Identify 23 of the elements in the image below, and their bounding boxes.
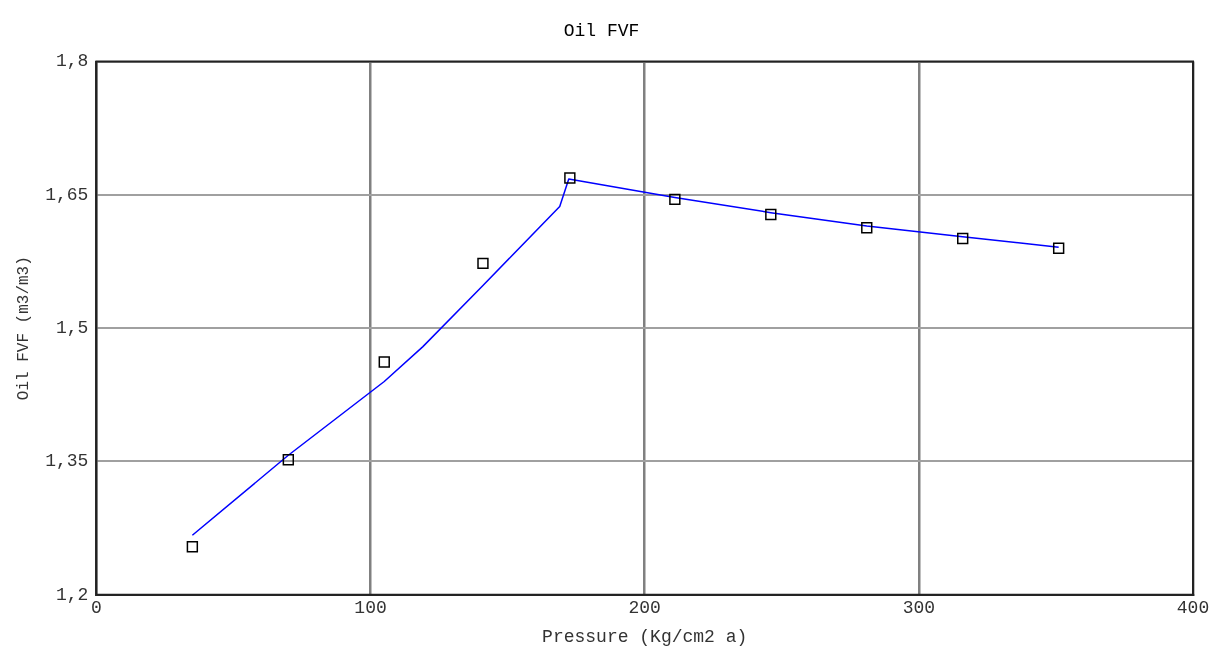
point bbox=[564, 172, 576, 184]
point bbox=[378, 356, 390, 368]
point bbox=[1052, 242, 1065, 254]
x-tick-label: 300 bbox=[902, 598, 936, 619]
point bbox=[861, 222, 873, 234]
point bbox=[186, 541, 199, 553]
point bbox=[477, 257, 489, 270]
y-tick-label: 1,35 bbox=[45, 451, 89, 472]
y-tick-label: 1,2 bbox=[56, 584, 89, 605]
x-tick-label: 100 bbox=[354, 598, 387, 619]
point bbox=[957, 232, 969, 245]
x-tick-label: 200 bbox=[628, 598, 661, 619]
y-tick-label: 1,65 bbox=[45, 184, 89, 205]
x-axis-title: Pressure (Kg/cm2 a) bbox=[542, 626, 748, 647]
y-tick-label: 1,8 bbox=[56, 51, 89, 72]
point bbox=[765, 208, 777, 221]
point bbox=[669, 193, 681, 206]
chart-title: Oil FVF bbox=[563, 20, 640, 41]
point bbox=[282, 454, 295, 466]
x-tick-label: 0 bbox=[91, 598, 102, 619]
y-axis-title: Oil FVF (m3/m3) bbox=[14, 256, 33, 401]
x-tick-label: 400 bbox=[1176, 598, 1210, 619]
y-tick-label: 1,5 bbox=[56, 317, 89, 338]
